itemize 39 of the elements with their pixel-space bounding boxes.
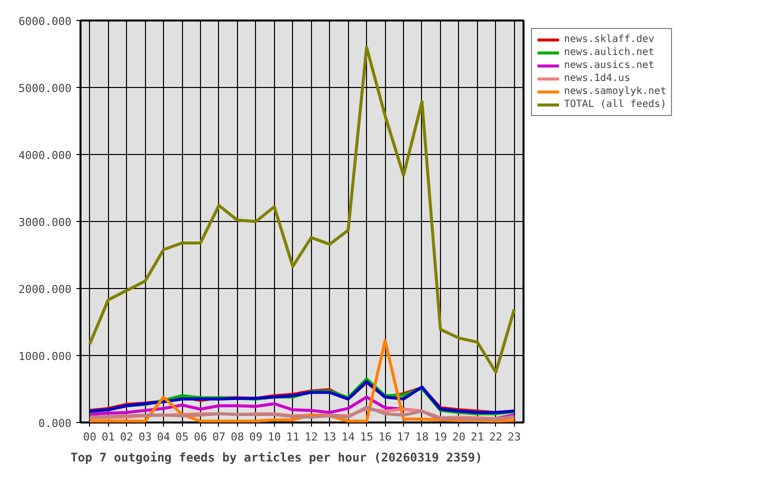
x-tick-label: 18 (415, 430, 429, 444)
x-tick-label: 19 (434, 430, 448, 444)
x-tick-label: 13 (323, 430, 336, 444)
x-tick-label: 21 (470, 430, 484, 444)
y-tick-label: 1000.000 (18, 350, 72, 363)
x-tick-label: 11 (286, 430, 300, 444)
y-tick-label: 3000.000 (18, 216, 72, 229)
x-tick-label: 08 (230, 430, 244, 444)
x-tick-label: 16 (378, 430, 392, 444)
x-tick-label: 22 (489, 430, 502, 444)
x-tick-label: 05 (175, 430, 189, 444)
x-tick-label: 12 (304, 430, 318, 444)
x-tick-label: 14 (342, 430, 356, 444)
y-tick-label: 6000.000 (18, 15, 72, 28)
line-series (88, 46, 516, 374)
x-tick-label: 00 (83, 430, 96, 444)
legend-label: news.samoylyk.net (564, 86, 666, 97)
legend-label: news.aulich.net (564, 47, 654, 58)
legend-label: TOTAL (all feeds) (564, 99, 666, 110)
y-tick-label: 5000.000 (18, 82, 72, 95)
legend-label: news.1d4.us (564, 73, 630, 84)
x-tick-label: 20 (452, 430, 466, 444)
x-tick-label: 07 (212, 430, 226, 444)
legend-label: news.sklaff.dev (564, 34, 654, 45)
x-tick-label: 01 (102, 430, 115, 444)
x-tick-label: 17 (396, 430, 410, 444)
x-tick-label: 04 (156, 430, 171, 444)
x-tick-label: 23 (508, 430, 521, 444)
text: Top 7 outgoing feeds by articles per hour (20260319 2359) (70, 450, 482, 464)
y-tick-label: 4000.000 (18, 149, 72, 162)
x-tick-label: 06 (194, 430, 208, 444)
x-tick-label: 09 (249, 430, 262, 444)
x-tick-label: 15 (360, 430, 374, 444)
x-tick-label: 10 (268, 430, 281, 444)
y-tick-label: 2000.000 (18, 283, 72, 296)
legend-label: news.ausics.net (564, 60, 654, 71)
x-tick-label: 03 (138, 430, 152, 444)
y-tick-label: 0.000 (38, 417, 72, 430)
x-tick-label: 02 (120, 430, 134, 444)
